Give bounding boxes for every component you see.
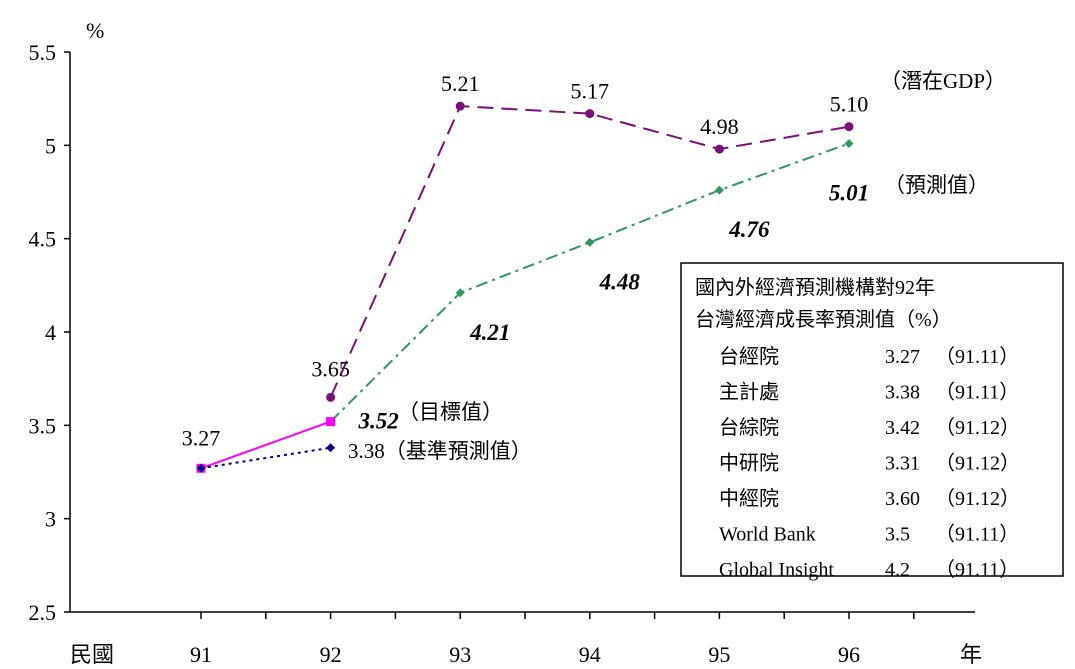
series-line-1	[329, 142, 850, 423]
series-1-point	[585, 237, 595, 247]
series-line-2	[200, 420, 331, 470]
series-0-point	[326, 392, 336, 402]
series-3-point	[326, 443, 336, 453]
series-2-point	[326, 417, 336, 427]
data-label: 4.48	[599, 269, 641, 294]
series-annotation: （目標值）	[398, 400, 503, 424]
data-label: 3.65	[311, 356, 350, 381]
x-tick-label: 96	[838, 642, 860, 667]
series-0-point	[844, 122, 854, 132]
table-value: 3.31	[885, 453, 920, 475]
data-label: 4.76	[728, 217, 770, 242]
table-value: 3.60	[885, 488, 920, 510]
x-tick-label: 94	[579, 642, 601, 667]
x-prefix-label: 民國	[70, 642, 114, 667]
data-label: 5.01	[829, 180, 869, 205]
series-annotation: （預測值）	[884, 173, 989, 197]
y-tick-label: 5.5	[29, 40, 57, 65]
data-label: 5.21	[441, 71, 480, 96]
table-value: 3.27	[885, 346, 920, 368]
table-value: 3.5	[885, 524, 910, 546]
data-label: 4.98	[700, 114, 739, 139]
y-tick-label: 5	[45, 133, 56, 158]
x-tick-label: 93	[449, 642, 471, 667]
data-label: 3.52	[357, 409, 398, 434]
table-org: 台綜院	[719, 416, 779, 439]
table-org: 主計處	[719, 381, 779, 404]
table-org: 中研院	[719, 452, 779, 475]
y-unit-label: %	[86, 18, 104, 43]
forecast-table-title-2: 台灣經濟成長率預測值（%）	[695, 308, 952, 331]
data-label: 5.17	[571, 79, 610, 104]
y-tick-label: 2.5	[29, 600, 57, 625]
table-org: 中經院	[719, 487, 779, 510]
data-label: 5.10	[830, 92, 869, 117]
table-date: （91.11）	[935, 381, 1019, 404]
table-value: 4.2	[885, 559, 910, 581]
table-date: （91.12）	[935, 416, 1020, 439]
series-1-point	[714, 185, 724, 195]
table-date: （91.11）	[935, 523, 1019, 546]
x-tick-label: 95	[708, 642, 730, 667]
series-0-point	[455, 101, 465, 111]
table-date: （91.11）	[935, 558, 1019, 581]
series-annotation: （潛在GDP）	[880, 69, 1006, 93]
series-3-point	[196, 463, 206, 473]
series-0-point	[714, 144, 724, 154]
table-org: 台經院	[719, 345, 779, 368]
table-value: 3.38	[885, 382, 920, 404]
table-date: （91.12）	[935, 487, 1020, 510]
table-value: 3.42	[885, 417, 920, 439]
series-1-point	[455, 288, 465, 298]
x-tick-label: 92	[320, 642, 342, 667]
series-0-point	[585, 109, 595, 119]
x-suffix-label: 年	[960, 642, 982, 667]
forecast-table: 國內外經濟預測機構對92年 台灣經濟成長率預測值（%） 台經院 3.27 （91.1…	[680, 262, 1064, 581]
table-org: Global Insight	[719, 559, 834, 581]
data-label: 4.21	[469, 320, 510, 345]
series-line-3	[200, 446, 331, 470]
series-1-point	[844, 138, 854, 148]
series-annotation: 3.38（基準預測值）	[348, 439, 532, 463]
forecast-table-border	[680, 262, 1064, 577]
y-tick-label: 4	[45, 320, 56, 345]
table-org: World Bank	[719, 524, 816, 546]
y-tick-label: 4.5	[29, 227, 57, 252]
data-label: 3.27	[182, 425, 221, 450]
y-tick-label: 3	[45, 507, 56, 532]
series-line-0	[329, 105, 850, 398]
forecast-table-title-1: 國內外經濟預測機構對92年	[695, 276, 935, 299]
y-tick-label: 3.5	[29, 413, 57, 438]
table-date: （91.11）	[935, 345, 1019, 368]
table-date: （91.12）	[935, 452, 1020, 475]
x-tick-label: 91	[190, 642, 212, 667]
